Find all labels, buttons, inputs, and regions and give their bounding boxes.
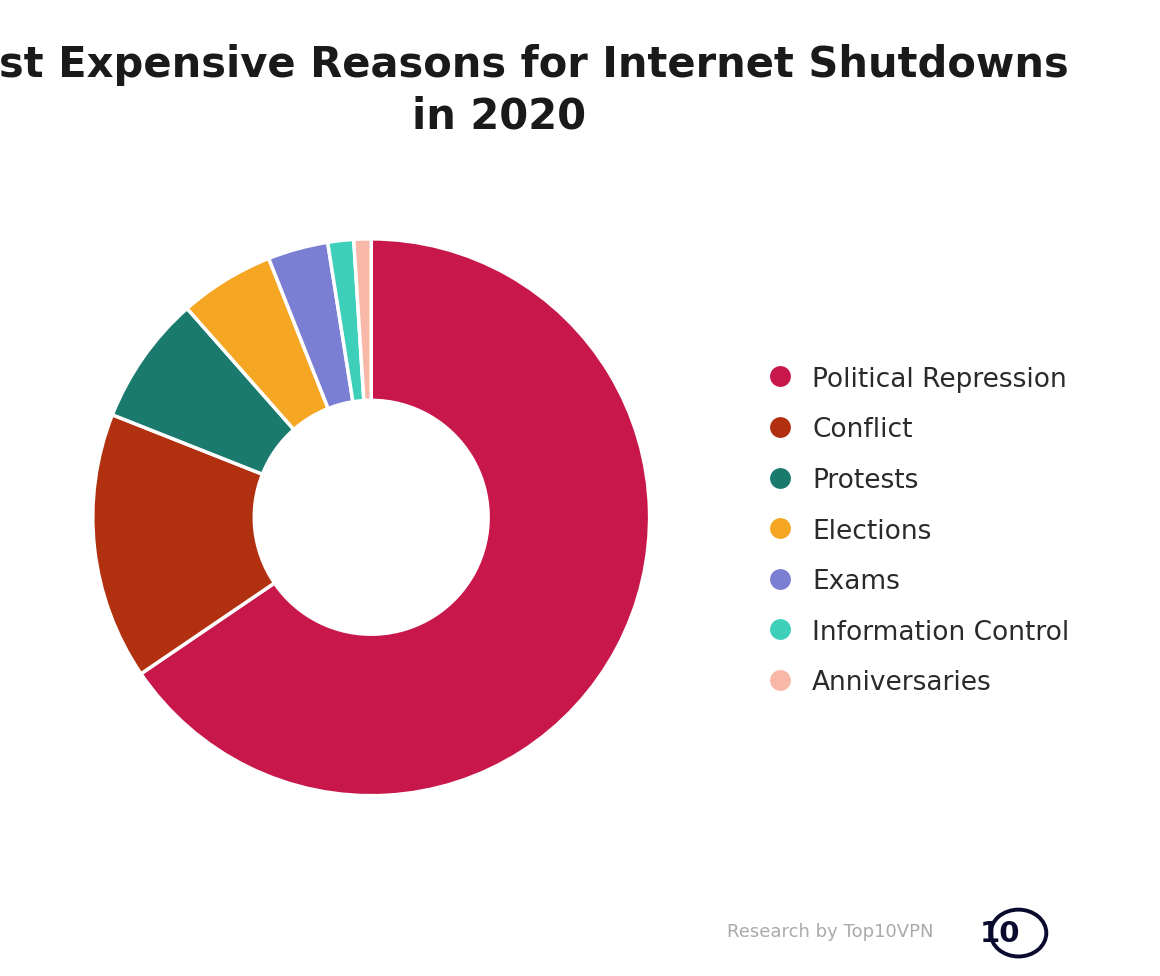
Wedge shape	[142, 239, 650, 795]
Wedge shape	[269, 242, 353, 409]
Wedge shape	[187, 259, 328, 429]
Wedge shape	[327, 239, 364, 402]
Wedge shape	[113, 308, 293, 474]
Wedge shape	[354, 239, 371, 400]
Text: Research by Top10VPN: Research by Top10VPN	[727, 923, 934, 941]
Text: 10: 10	[980, 920, 1020, 948]
Text: Most Expensive Reasons for Internet Shutdowns
in 2020: Most Expensive Reasons for Internet Shut…	[0, 44, 1068, 138]
Wedge shape	[93, 415, 275, 673]
Legend: Political Repression, Conflict, Protests, Elections, Exams, Information Control,: Political Repression, Conflict, Protests…	[767, 366, 1070, 697]
